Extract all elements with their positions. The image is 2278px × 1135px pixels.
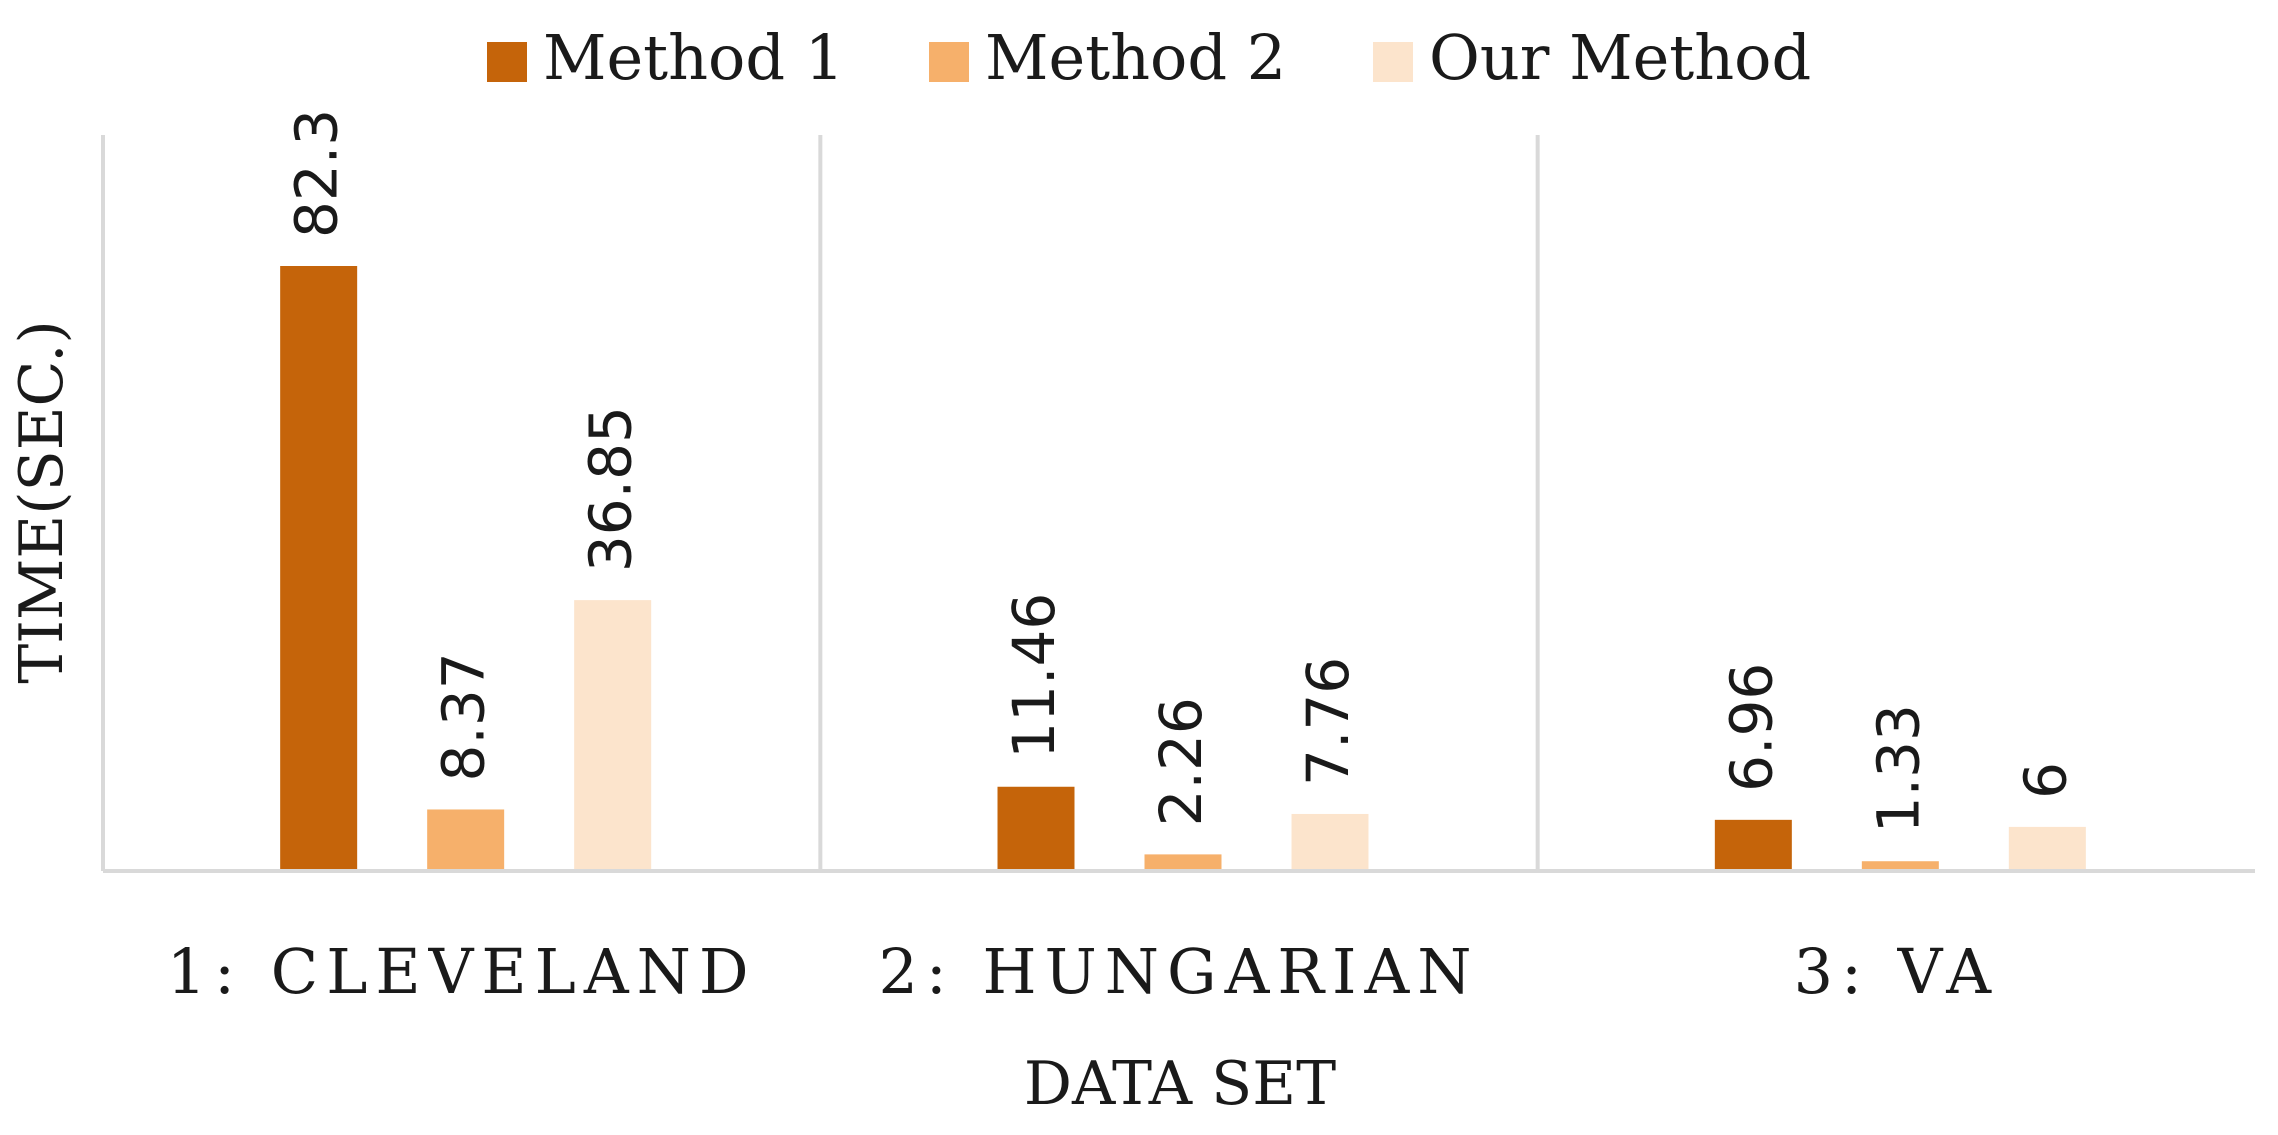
x-tick-label-2-hungarian: 2: HUNGARIAN — [878, 935, 1479, 1008]
bar-method-1-2-hungarian — [997, 786, 1075, 871]
data-label-method-2-1-cleveland: 8.37 — [430, 652, 498, 781]
category-separators — [101, 135, 1540, 871]
x-tick-label-3-va: 3: VA — [1794, 935, 1999, 1008]
data-label-our-method-1-cleveland: 36.85 — [577, 406, 645, 572]
data-label-method-2-3-va: 1.33 — [1864, 704, 1932, 833]
legend-swatch-method-1 — [487, 42, 527, 82]
legend-label-method-2: Method 2 — [985, 21, 1286, 94]
bar-our-method-1-cleveland — [574, 600, 652, 871]
x-axis-title: DATA SET — [1024, 1049, 1336, 1119]
data-label-method-2-2-hungarian: 2.26 — [1147, 697, 1215, 826]
x-tick-labels: 1: CLEVELAND 2: HUNGARIAN 3: VA — [167, 935, 1999, 1008]
bars — [280, 266, 2086, 871]
data-label-method-1-3-va: 6.96 — [1717, 663, 1785, 792]
y-axis-title: TIME(SEC.) — [7, 320, 77, 684]
x-tick-label-1-cleveland: 1: CLEVELAND — [167, 935, 757, 1008]
bar-method-2-1-cleveland — [427, 809, 505, 871]
legend-label-method-1: Method 1 — [543, 21, 844, 94]
data-label-method-1-1-cleveland: 82.3 — [283, 109, 351, 238]
data-label-method-1-2-hungarian: 11.46 — [1000, 593, 1068, 759]
bar-method-1-3-va — [1714, 819, 1792, 871]
legend-label-our-method: Our Method — [1429, 21, 1811, 94]
legend: Method 1 Method 2 Our Method — [487, 21, 1811, 94]
data-label-our-method-2-hungarian: 7.76 — [1294, 657, 1362, 786]
bar-method-2-2-hungarian — [1144, 854, 1222, 871]
bar-our-method-2-hungarian — [1291, 813, 1369, 871]
data-label-our-method-3-va: 6 — [2011, 762, 2079, 799]
legend-swatch-method-2 — [929, 42, 969, 82]
bar-method-2-3-va — [1861, 861, 1939, 871]
legend-swatch-our-method — [1373, 42, 1413, 82]
data-labels: 82.3 11.46 6.96 8.37 2.26 1.33 36.85 7.76 6 — [283, 109, 2080, 833]
bar-our-method-3-va — [2008, 826, 2086, 871]
bar-method-1-1-cleveland — [280, 266, 358, 871]
